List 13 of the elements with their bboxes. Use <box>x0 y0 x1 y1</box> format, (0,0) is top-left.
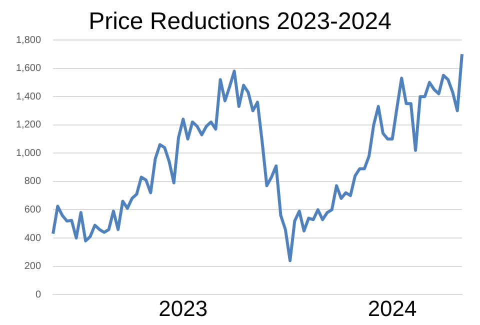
x-tick-label: 2024 <box>368 296 417 321</box>
y-tick-label: 800 <box>24 176 42 188</box>
y-tick-label: 1,800 <box>16 34 42 46</box>
y-tick-label: 1,400 <box>16 91 42 102</box>
y-tick-label: 0 <box>35 289 42 300</box>
chart-title: Price Reductions 2023-2024 <box>88 8 392 36</box>
y-tick-label: 1,200 <box>16 120 42 131</box>
y-tick-label: 200 <box>24 261 42 272</box>
y-tick-label: 600 <box>24 204 42 216</box>
y-tick-label: 1,000 <box>16 148 42 159</box>
y-tick-label: 400 <box>24 232 42 244</box>
y-tick-label: 1,600 <box>16 63 42 74</box>
x-tick-label: 2023 <box>158 296 208 321</box>
